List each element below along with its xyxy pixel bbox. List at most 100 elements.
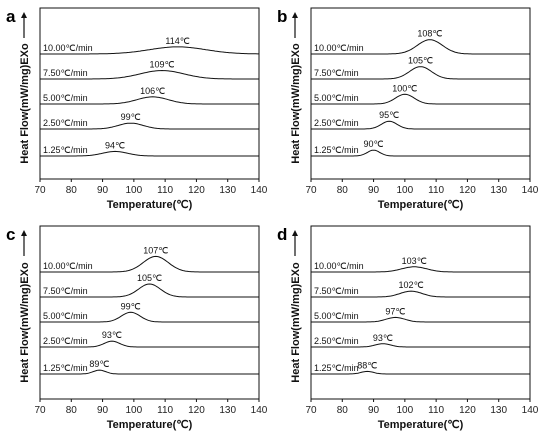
- panel-b: b 70 80 90 100 110 120 130 140 Temperature(℃) Heat…: [277, 7, 539, 211]
- peak-label: 94℃: [105, 140, 125, 150]
- x-tick-label: 130: [490, 405, 507, 416]
- x-tick-label: 80: [337, 405, 349, 416]
- x-tick-label: 70: [34, 185, 46, 196]
- x-tick-label: 110: [157, 185, 173, 196]
- dsc-curve: [311, 343, 530, 348]
- dsc-curve: [311, 93, 530, 105]
- x-tick-label: 120: [459, 185, 476, 196]
- peak-label: 99℃: [121, 112, 141, 122]
- series-label: 2.50℃/min: [43, 118, 88, 128]
- x-tick-label: 90: [368, 405, 380, 416]
- y-axis-title: Heat Flow(mW/mg)EXo: [19, 262, 31, 383]
- x-axis-title: Temperature(℃): [107, 199, 193, 211]
- peak-label: 93℃: [373, 333, 393, 343]
- x-tick-label: 110: [428, 405, 444, 416]
- peak-label: 105℃: [137, 273, 162, 283]
- x-tick-label: 140: [251, 185, 268, 196]
- x-tick-label: 90: [368, 185, 380, 196]
- panel-c: c 70 80 90 100 110 120 130 140 Temperature(℃) Heat…: [6, 225, 268, 431]
- peak-label: 108℃: [417, 29, 442, 39]
- series-label: 5.00℃/min: [314, 311, 359, 321]
- series-label: 2.50℃/min: [43, 336, 88, 346]
- peak-label: 97℃: [385, 306, 405, 316]
- x-tick-label: 70: [305, 405, 317, 416]
- peak-label: 95℃: [379, 110, 399, 120]
- x-axis-title: Temperature(℃): [107, 419, 193, 431]
- dsc-curve: [40, 311, 259, 323]
- plot-frame: [310, 225, 531, 400]
- peak-label: 102℃: [399, 280, 424, 290]
- dsc-curve: [311, 149, 530, 157]
- exo-arrow-head: [21, 12, 27, 18]
- series-label: 1.25℃/min: [43, 363, 88, 373]
- panel-d: d 70 80 90 100 110 120 130 140 Temperature(℃) Heat…: [277, 225, 539, 431]
- series-label: 7.50℃/min: [43, 286, 88, 296]
- peak-label: 103℃: [402, 256, 427, 266]
- x-tick-label: 130: [490, 185, 507, 196]
- series-label: 7.50℃/min: [314, 286, 359, 296]
- panel-letter: b: [277, 7, 287, 26]
- x-tick-label: 140: [251, 405, 268, 416]
- x-tick-label: 110: [428, 185, 444, 196]
- dsc-curve: [311, 266, 530, 273]
- panel-letter: d: [277, 225, 287, 244]
- peak-label: 89℃: [89, 359, 109, 369]
- x-tick-label: 80: [66, 185, 78, 196]
- peak-label: 88℃: [357, 360, 377, 370]
- dsc-curve: [311, 316, 530, 323]
- x-tick-label: 90: [97, 185, 109, 196]
- x-tick-label: 120: [459, 405, 476, 416]
- x-tick-label: 130: [219, 405, 236, 416]
- peak-label: 109℃: [149, 60, 174, 70]
- dsc-curve: [40, 46, 259, 55]
- dsc-curve: [311, 370, 530, 375]
- x-axis-title: Temperature(℃): [378, 199, 464, 211]
- series-label: 10.00℃/min: [314, 43, 364, 53]
- series-label: 10.00℃/min: [43, 261, 93, 271]
- x-tick-label: 100: [397, 185, 414, 196]
- panel-letter: c: [6, 225, 15, 244]
- series-label: 2.50℃/min: [314, 118, 359, 128]
- series-label: 7.50℃/min: [43, 68, 88, 78]
- series-label: 5.00℃/min: [43, 93, 88, 103]
- dsc-curve: [40, 150, 259, 157]
- series-label: 5.00℃/min: [43, 311, 88, 321]
- dsc-curve: [40, 255, 259, 273]
- dsc-curve: [40, 369, 259, 375]
- peak-label: 99℃: [121, 301, 141, 311]
- dsc-curve: [40, 69, 259, 80]
- x-tick-label: 110: [157, 405, 173, 416]
- y-axis-title: Heat Flow(mW/mg)EXo: [290, 262, 302, 383]
- x-tick-label: 100: [126, 405, 143, 416]
- peak-label: 100℃: [392, 83, 417, 93]
- series-label: 2.50℃/min: [314, 336, 359, 346]
- dsc-curve: [40, 283, 259, 298]
- series-label: 1.25℃/min: [314, 145, 359, 155]
- x-tick-label: 100: [126, 185, 143, 196]
- panel-letter: a: [6, 7, 16, 26]
- series-label: 7.50℃/min: [314, 68, 359, 78]
- x-tick-label: 80: [66, 405, 78, 416]
- dsc-curve: [40, 122, 259, 130]
- x-tick-label: 140: [522, 185, 539, 196]
- x-axis-title: Temperature(℃): [378, 419, 464, 431]
- peak-label: 107℃: [143, 245, 168, 255]
- peak-label: 90℃: [364, 139, 384, 149]
- x-tick-label: 120: [188, 185, 205, 196]
- dsc-curve: [311, 120, 530, 130]
- exo-arrow-head: [21, 230, 27, 236]
- peak-label: 105℃: [408, 56, 433, 66]
- peak-label: 93℃: [102, 330, 122, 340]
- x-tick-label: 130: [219, 185, 236, 196]
- x-tick-label: 70: [305, 185, 317, 196]
- plot-frame: [39, 225, 260, 400]
- dsc-curve: [40, 340, 259, 348]
- y-axis-title: Heat Flow(mW/mg)EXo: [290, 43, 302, 164]
- x-tick-label: 80: [337, 185, 349, 196]
- series-label: 10.00℃/min: [43, 43, 93, 53]
- peak-label: 106℃: [140, 86, 165, 96]
- plot-frame: [39, 7, 260, 180]
- x-tick-label: 120: [188, 405, 205, 416]
- plot-frame: [310, 7, 531, 180]
